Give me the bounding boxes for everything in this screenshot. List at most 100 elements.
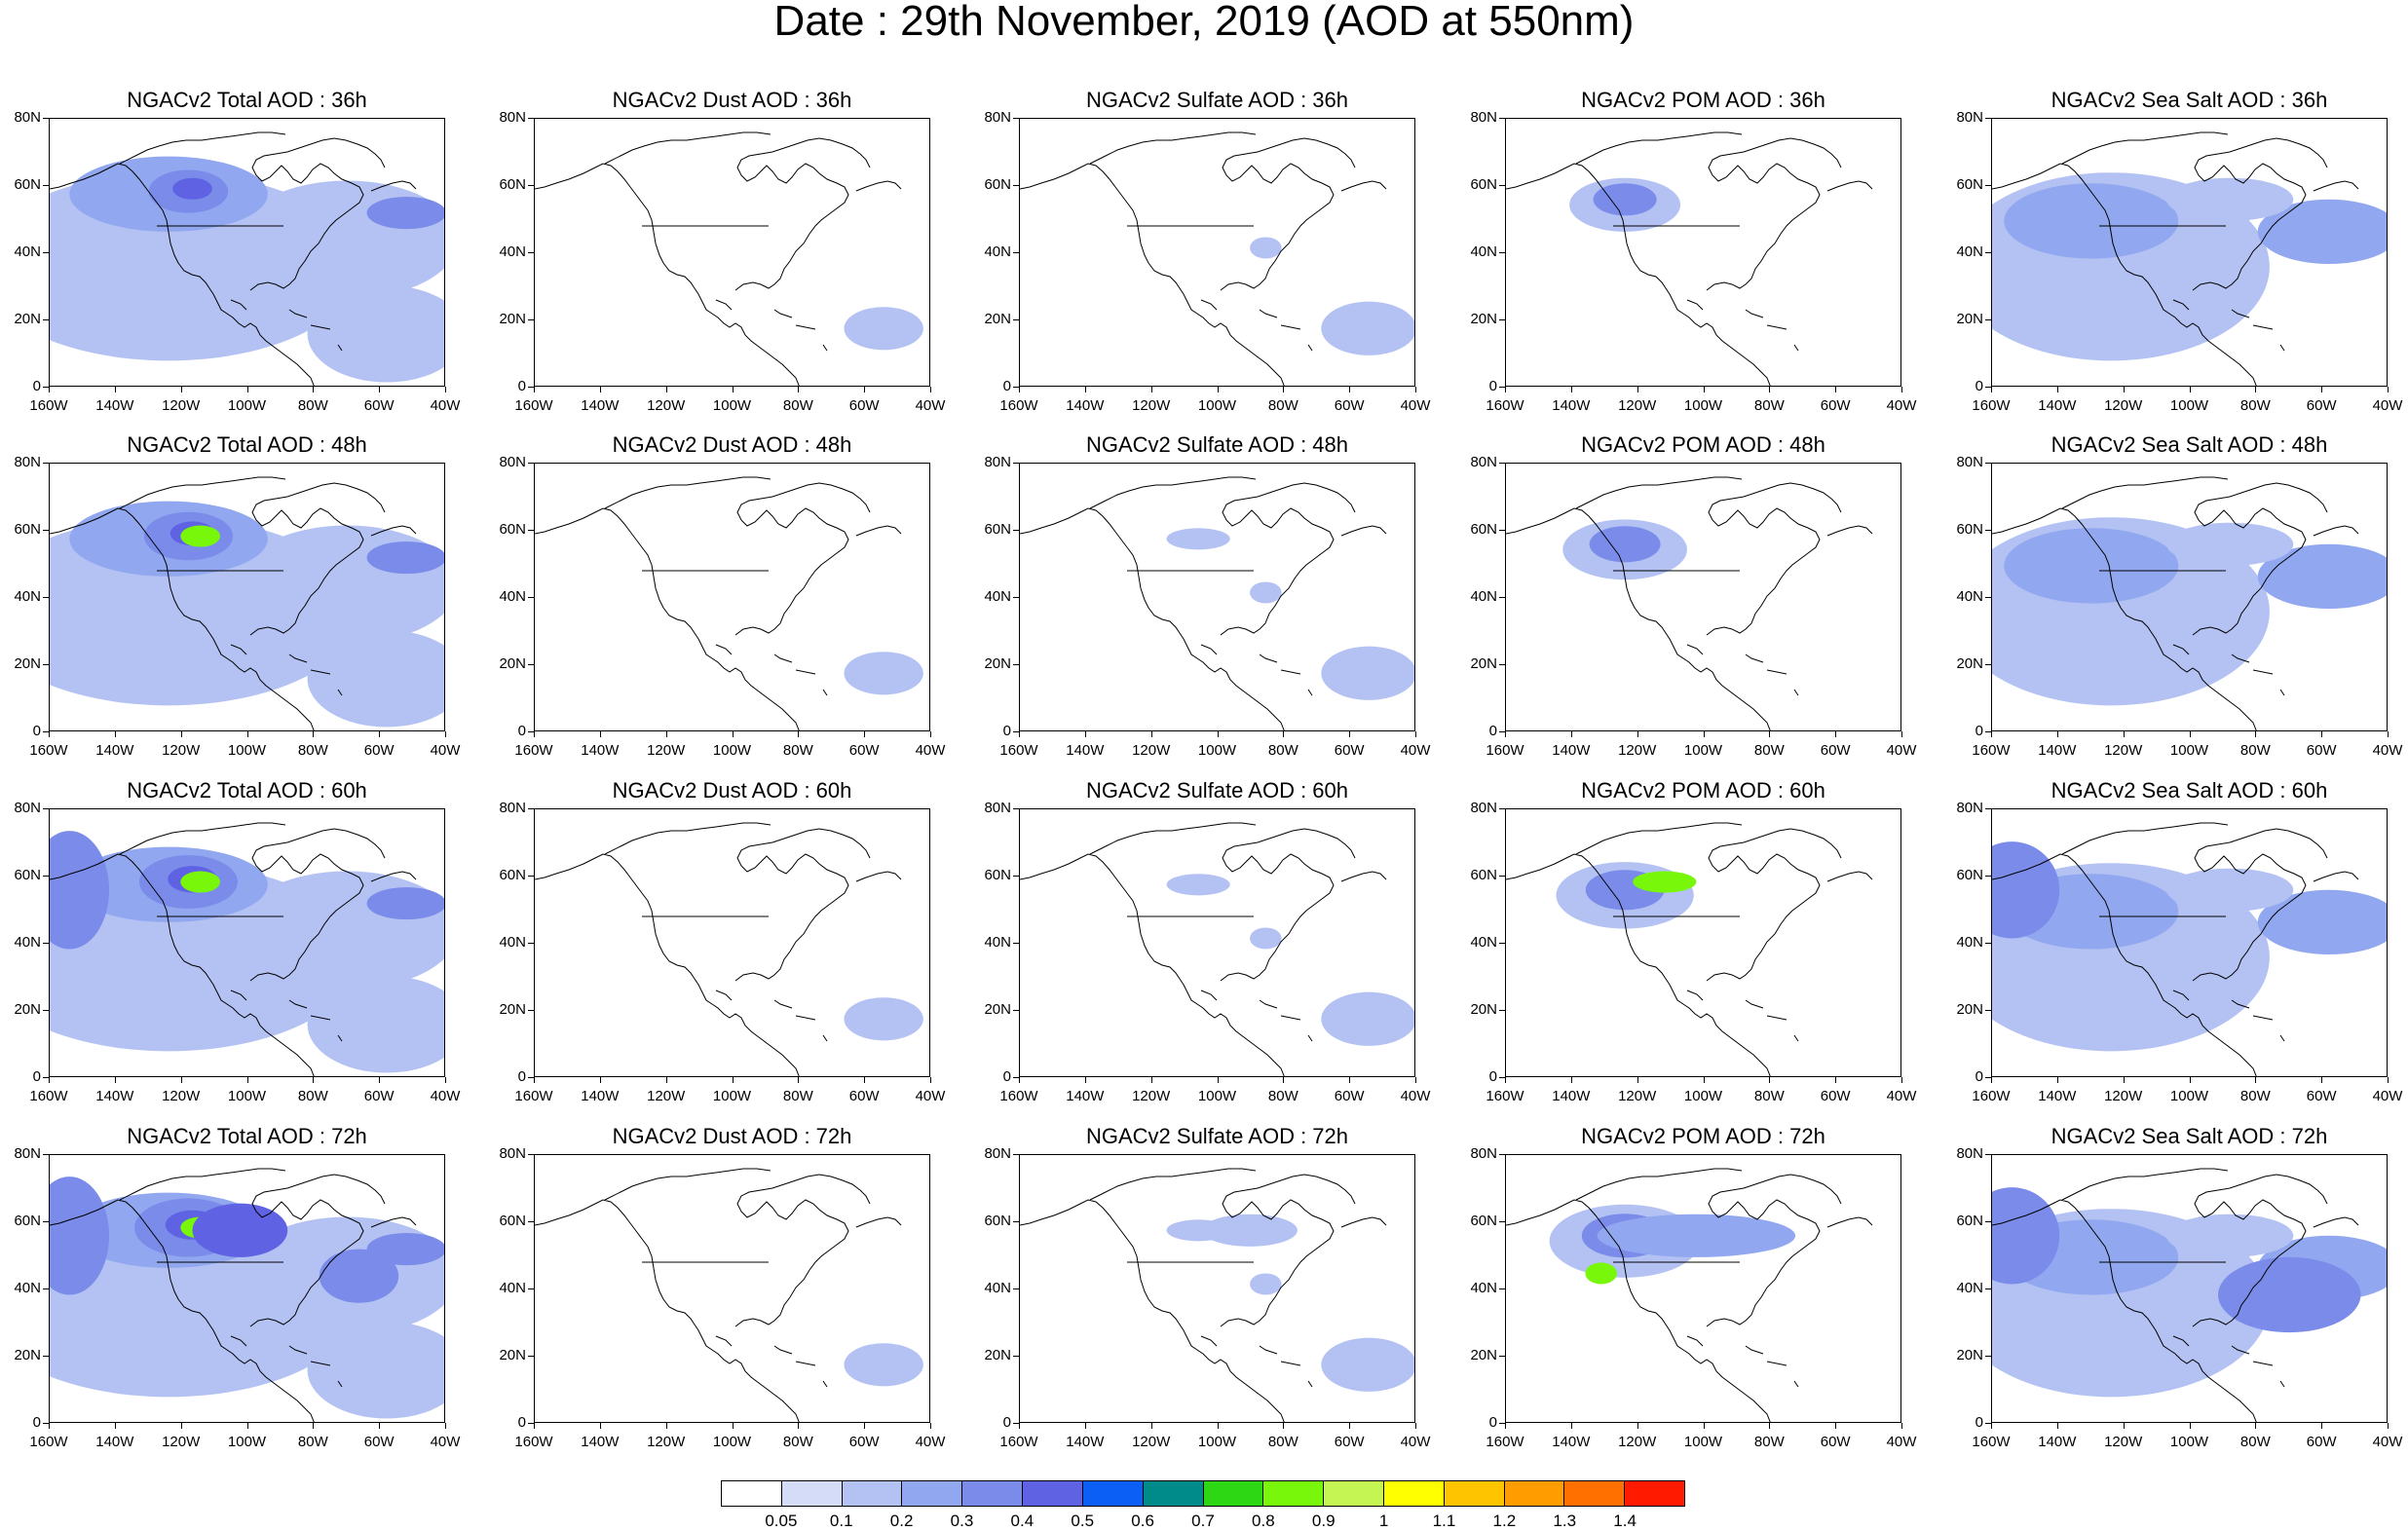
y-tick-label: 40N: [984, 1280, 1011, 1296]
y-tick: [1499, 1221, 1505, 1222]
panel-title: NGACv2 Sea Salt AOD : 60h: [2051, 778, 2328, 803]
y-tick: [1499, 731, 1505, 732]
y-tick-label: 0: [1002, 378, 1011, 394]
x-tick: [1769, 1423, 1771, 1429]
x-tick: [599, 1077, 601, 1083]
x-tick-label: 40W: [1886, 1088, 1917, 1104]
y-tick: [528, 943, 534, 944]
map-panel-r3-c1: [534, 1154, 930, 1423]
x-tick: [313, 387, 315, 392]
y-tick: [43, 664, 49, 665]
y-tick: [1985, 118, 1991, 119]
y-tick: [1499, 1154, 1505, 1155]
y-tick: [1013, 185, 1019, 186]
x-tick: [114, 1423, 116, 1429]
x-tick-label: 120W: [1132, 397, 1171, 414]
x-tick-label: 160W: [29, 397, 68, 414]
colorbar-label: 0.9: [1311, 1512, 1336, 1530]
x-tick: [2388, 731, 2389, 737]
x-tick: [1835, 1077, 1837, 1083]
aod-blob: [2257, 889, 2387, 955]
x-tick: [1349, 731, 1351, 737]
x-tick: [379, 1423, 381, 1429]
x-tick-label: 80W: [2239, 1434, 2271, 1450]
x-tick-label: 120W: [162, 397, 201, 414]
x-tick-label: 40W: [2372, 742, 2403, 759]
y-tick: [43, 597, 49, 598]
x-tick: [665, 1423, 667, 1429]
map-panel-r2-c0: [49, 808, 445, 1077]
y-tick-label: 60N: [14, 521, 41, 538]
x-tick: [534, 387, 535, 392]
x-tick: [313, 731, 315, 737]
y-tick: [1985, 1423, 1991, 1424]
map-panel-r0-c1: [534, 118, 930, 387]
y-tick: [1985, 387, 1991, 388]
x-tick-label: 140W: [1552, 397, 1591, 414]
y-tick-label: 0: [1975, 723, 1983, 739]
aod-blob: [1166, 528, 1230, 550]
y-tick: [1985, 463, 1991, 464]
x-tick: [1505, 1077, 1506, 1083]
x-tick: [534, 731, 535, 737]
colorbar-swatch: [1444, 1481, 1505, 1506]
y-tick: [1499, 664, 1505, 665]
aod-blob: [1321, 991, 1414, 1046]
x-tick-label: 140W: [1552, 1088, 1591, 1104]
x-tick: [2123, 731, 2125, 737]
colorbar-label: 0.7: [1191, 1512, 1215, 1530]
y-tick-label: 40N: [1470, 243, 1497, 260]
x-tick: [1084, 387, 1086, 392]
y-tick-label: 20N: [14, 655, 41, 672]
x-tick: [798, 731, 800, 737]
aod-blob: [1593, 183, 1657, 216]
x-tick: [1150, 387, 1152, 392]
y-tick: [528, 319, 534, 320]
map-panel-r0-c4: [1991, 118, 2388, 387]
x-tick: [1991, 731, 1992, 737]
map-panel-r1-c1: [534, 463, 930, 731]
x-tick: [445, 1423, 446, 1429]
y-tick: [1985, 185, 1991, 186]
x-tick-label: 160W: [999, 742, 1038, 759]
x-tick-label: 120W: [1132, 1434, 1171, 1450]
y-tick: [1013, 1154, 1019, 1155]
panel-title: NGACv2 Dust AOD : 72h: [612, 1124, 852, 1148]
colorbar-swatch: [1504, 1481, 1565, 1506]
colorbar-swatch: [1263, 1481, 1325, 1506]
aod-blob: [307, 1322, 444, 1419]
y-tick: [1985, 530, 1991, 531]
x-tick-label: 140W: [1066, 742, 1105, 759]
x-tick-label: 100W: [1683, 742, 1723, 759]
y-tick-label: 60N: [1470, 1213, 1497, 1229]
y-tick: [43, 731, 49, 732]
aod-field: [50, 1168, 444, 1422]
aod-blob: [1250, 1273, 1282, 1295]
x-tick-label: 60W: [363, 397, 395, 414]
y-tick: [1985, 1077, 1991, 1078]
x-tick: [2321, 1423, 2323, 1429]
x-tick-label: 140W: [1066, 397, 1105, 414]
x-tick-label: 40W: [915, 1088, 946, 1104]
aod-blob: [1992, 1187, 2060, 1285]
x-tick: [246, 1423, 248, 1429]
y-tick: [1013, 808, 1019, 809]
y-tick-label: 60N: [1470, 176, 1497, 193]
y-tick-label: 20N: [1470, 311, 1497, 327]
x-tick: [1901, 387, 1902, 392]
x-tick: [1835, 387, 1837, 392]
x-tick: [1703, 1077, 1705, 1083]
y-tick-label: 80N: [14, 800, 41, 816]
y-tick: [1013, 1423, 1019, 1424]
x-tick-label: 160W: [1486, 397, 1524, 414]
y-tick-label: 80N: [1470, 1145, 1497, 1162]
colorbar-label: 0.1: [829, 1512, 853, 1530]
aod-blob: [1202, 1214, 1298, 1247]
x-tick-label: 60W: [848, 1434, 880, 1450]
y-tick-label: 80N: [14, 1145, 41, 1162]
x-tick-label: 140W: [2038, 397, 2077, 414]
aod-field: [1992, 1168, 2387, 1422]
y-tick: [1013, 530, 1019, 531]
y-tick: [1499, 1356, 1505, 1357]
map-panel-r1-c4: [1991, 463, 2388, 731]
